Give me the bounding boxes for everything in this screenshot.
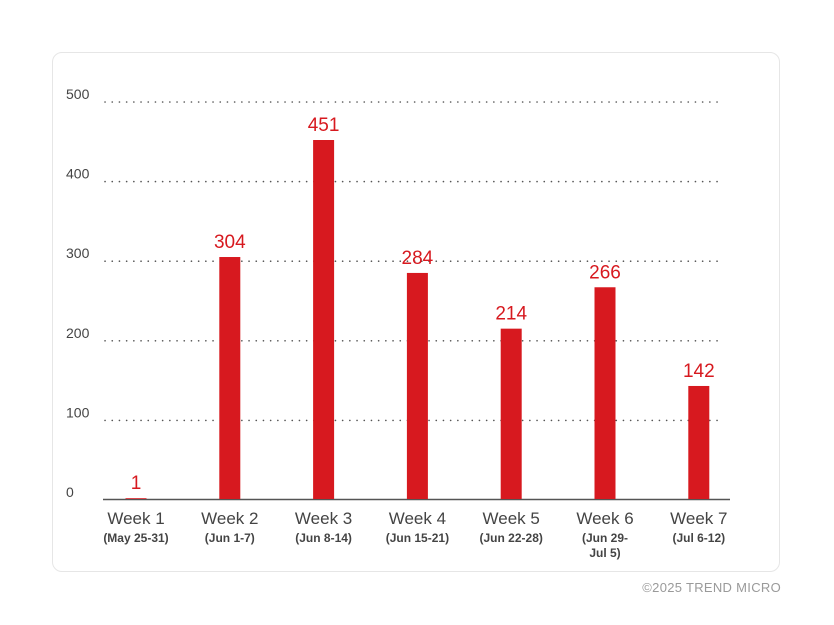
x-category-label: Week 5 <box>483 509 540 528</box>
bar <box>125 498 147 499</box>
bar <box>313 140 335 499</box>
x-category-subtitle: (May 25-31) <box>103 531 168 545</box>
x-category-label: Week 2 <box>201 509 258 528</box>
x-category-subtitle: Jul 5) <box>589 546 620 560</box>
y-tick-label: 400 <box>66 166 90 182</box>
x-category-subtitle: (Jun 8-14) <box>295 531 352 545</box>
bar <box>594 287 616 499</box>
data-label: 1 <box>131 473 142 494</box>
x-category-subtitle: (Jun 22-28) <box>480 531 543 545</box>
x-category-subtitle: (Jun 1-7) <box>205 531 255 545</box>
data-label: 214 <box>495 304 527 325</box>
data-label: 451 <box>308 115 340 136</box>
bar <box>406 272 428 499</box>
x-category-label: Week 7 <box>670 509 727 528</box>
data-label: 304 <box>214 232 246 253</box>
y-tick-label: 200 <box>66 325 90 341</box>
x-category-subtitle: (Jun 29- <box>582 531 628 545</box>
data-label: 142 <box>683 361 715 382</box>
y-tick-label: 300 <box>66 245 90 261</box>
data-label: 284 <box>402 248 434 269</box>
y-tick-label: 500 <box>66 86 90 102</box>
y-tick-label: 0 <box>66 484 74 500</box>
x-category-label: Week 4 <box>389 509 446 528</box>
bar <box>219 257 241 499</box>
x-category-label: Week 1 <box>107 509 164 528</box>
x-category-subtitle: (Jul 6-12) <box>672 531 725 545</box>
copyright-credit: ©2025 TREND MICRO <box>642 580 781 595</box>
bar <box>500 328 522 499</box>
x-category-subtitle: (Jun 15-21) <box>386 531 449 545</box>
x-category-label: Week 6 <box>576 509 633 528</box>
bar <box>688 385 710 499</box>
data-label: 266 <box>589 262 621 283</box>
y-tick-label: 100 <box>66 404 90 420</box>
x-category-label: Week 3 <box>295 509 352 528</box>
